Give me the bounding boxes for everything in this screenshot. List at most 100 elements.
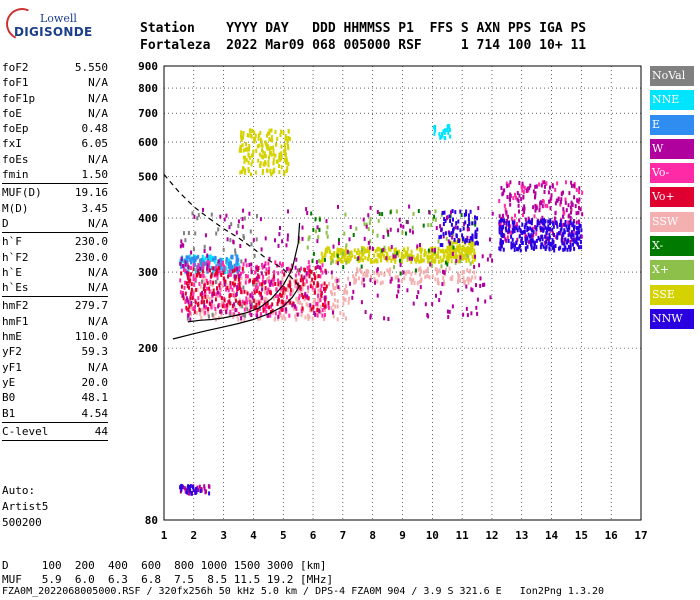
echo-point-vo bbox=[180, 284, 183, 289]
echo-point-nnw bbox=[188, 487, 191, 492]
echo-point-x bbox=[369, 217, 372, 221]
echo-point-vo bbox=[180, 271, 183, 276]
echo-point-vo bbox=[279, 292, 281, 297]
echo-point-w bbox=[274, 238, 276, 243]
echo-point-ssw bbox=[301, 287, 304, 291]
echo-point-vo bbox=[307, 296, 310, 301]
echo-point-nnw bbox=[508, 220, 510, 225]
echo-point-vo bbox=[565, 180, 567, 185]
echo-point-sse bbox=[446, 250, 449, 255]
echo-point-nnw bbox=[576, 226, 578, 230]
echo-point-ssw bbox=[330, 306, 333, 311]
echo-point-sse bbox=[289, 137, 291, 141]
echo-point-sse bbox=[388, 247, 391, 252]
echo-point-sse bbox=[263, 162, 266, 167]
echo-point-sse bbox=[453, 240, 455, 244]
echo-point-vo bbox=[316, 302, 319, 306]
echo-point-sse bbox=[461, 256, 464, 261]
echo-point-w bbox=[564, 200, 567, 205]
echo-point-sse bbox=[460, 250, 463, 255]
echo-point-sse bbox=[465, 258, 468, 263]
echo-point-vo bbox=[316, 281, 319, 286]
echo-point-vo bbox=[261, 279, 264, 284]
echo-point-vo bbox=[241, 299, 244, 304]
echo-point-ssw bbox=[294, 284, 297, 289]
echo-point-nne bbox=[448, 124, 451, 129]
echo-point-ssw bbox=[297, 300, 300, 305]
echo-point-vo bbox=[310, 307, 313, 312]
echo-point-w bbox=[241, 224, 244, 229]
echo-point-nnw bbox=[455, 234, 458, 239]
param-key: h`Es bbox=[2, 281, 29, 295]
echo-point-w bbox=[219, 214, 222, 219]
echo-point-sse bbox=[464, 252, 467, 257]
echo-point-sse bbox=[363, 246, 366, 251]
y-tick-label: 300 bbox=[138, 266, 158, 279]
echo-point-x bbox=[406, 255, 409, 260]
echo-point-w bbox=[385, 256, 388, 261]
echo-point-vo bbox=[232, 293, 235, 298]
echo-point-ssw bbox=[189, 304, 192, 309]
echo-point-sse bbox=[394, 249, 397, 254]
echo-point-nnw bbox=[536, 223, 539, 228]
echo-point-w bbox=[448, 309, 451, 314]
echo-point-nne bbox=[227, 269, 229, 274]
echo-point-w bbox=[560, 197, 563, 202]
echo-point-ssw bbox=[280, 303, 283, 308]
echo-point-vo bbox=[546, 204, 549, 209]
echo-point-e bbox=[201, 263, 204, 268]
echo-point-ssw bbox=[400, 279, 403, 284]
echo-point-vo bbox=[523, 185, 526, 190]
echo-point-ssw bbox=[457, 278, 460, 283]
legend-entry-vo: Vo+ bbox=[650, 187, 694, 208]
echo-point-x bbox=[368, 221, 371, 226]
echo-point-ssw bbox=[457, 275, 460, 280]
echo-point-sse bbox=[250, 172, 252, 177]
param-value: 4.54 bbox=[81, 406, 109, 420]
echo-point-nnw bbox=[511, 237, 514, 242]
echo-point-ssw bbox=[217, 293, 219, 298]
echo-point-ssw bbox=[473, 270, 476, 275]
echo-point-nnw bbox=[564, 237, 567, 242]
echo-point-vo bbox=[218, 286, 221, 291]
echo-point-ssw bbox=[342, 296, 345, 301]
echo-point-sse bbox=[423, 253, 426, 258]
echo-point-ssw bbox=[293, 278, 296, 283]
echo-point-w bbox=[568, 213, 571, 218]
echo-point-nne bbox=[194, 254, 197, 259]
echo-point-e bbox=[228, 264, 231, 269]
echo-point-vo bbox=[216, 271, 219, 276]
param-value: N/A bbox=[88, 152, 108, 166]
echo-point-sse bbox=[272, 145, 274, 150]
echo-point-noval bbox=[196, 216, 199, 221]
param-key: M(D) bbox=[2, 201, 29, 215]
echo-point-w bbox=[179, 244, 182, 249]
echo-point-vo bbox=[249, 278, 251, 283]
echo-point-sse bbox=[259, 163, 262, 168]
echo-point-vo bbox=[268, 266, 271, 271]
echo-point-nnw bbox=[561, 241, 564, 246]
echo-point-w bbox=[411, 230, 414, 235]
echo-point-w bbox=[540, 183, 543, 188]
echo-point-w bbox=[505, 210, 508, 215]
echo-point-sse bbox=[240, 136, 243, 141]
echo-point-ssw bbox=[219, 303, 222, 307]
echo-point-noval bbox=[243, 216, 246, 221]
x-tick-label: 17 bbox=[634, 529, 647, 542]
echo-point-sse bbox=[273, 167, 276, 172]
echo-point-x bbox=[344, 212, 347, 217]
echo-point-nnw bbox=[549, 241, 551, 246]
echo-point-nnw bbox=[548, 232, 551, 237]
echo-point-w bbox=[303, 275, 306, 280]
x-tick-label: 10 bbox=[426, 529, 439, 542]
echo-point-vo bbox=[321, 270, 324, 275]
param-key: yF1 bbox=[2, 360, 22, 374]
echo-point-ssw bbox=[202, 310, 205, 315]
echo-point-vo bbox=[194, 300, 197, 305]
echo-point-e bbox=[180, 259, 183, 264]
echo-point-x bbox=[310, 211, 313, 216]
echo-point-w bbox=[281, 239, 284, 244]
echo-point-nnw bbox=[568, 224, 570, 229]
echo-point-nnw bbox=[569, 219, 572, 224]
echo-point-ssw bbox=[300, 307, 303, 311]
